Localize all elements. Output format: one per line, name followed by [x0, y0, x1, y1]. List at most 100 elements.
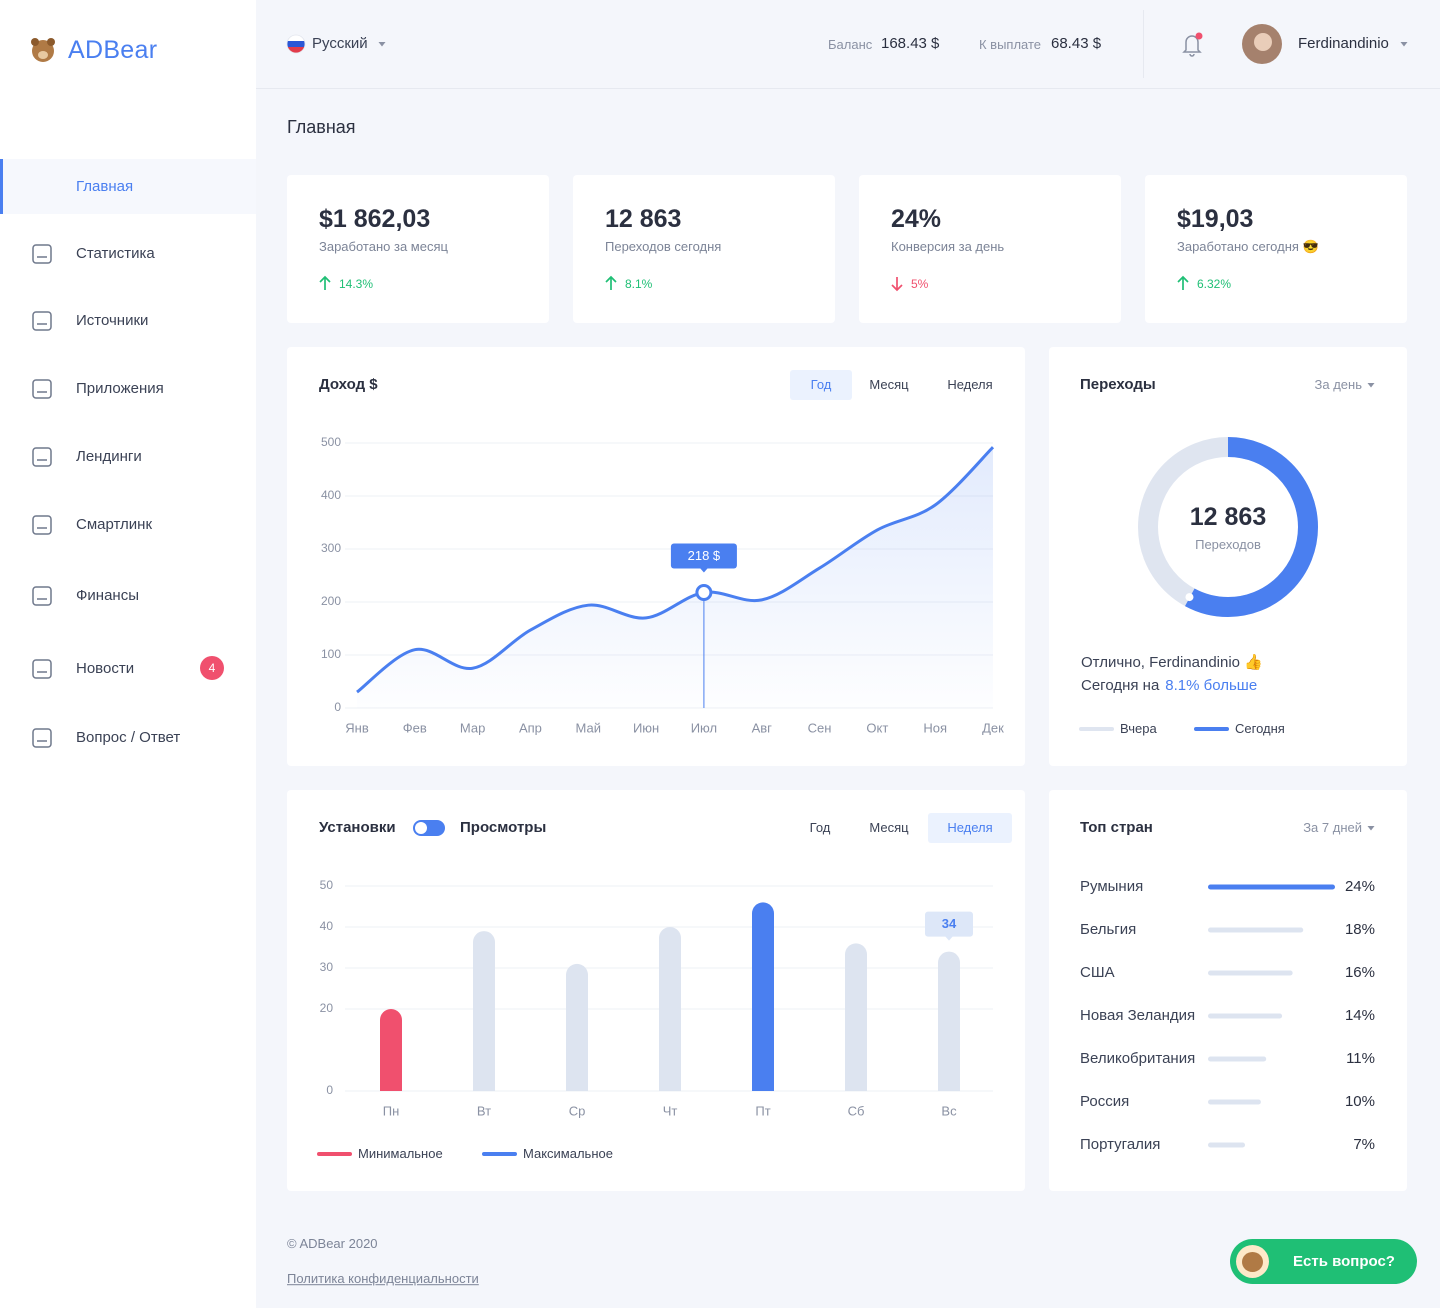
bell-dot [1195, 32, 1203, 40]
stat-label: Переходов сегодня [605, 239, 722, 255]
installs-card [287, 790, 1025, 1191]
tab[interactable]: Неделя [947, 377, 993, 393]
message: Отлично, Ferdinandinio 👍 [1081, 654, 1263, 671]
stat-value: $1 862,03 [319, 205, 431, 233]
balance-label: Баланс [828, 37, 873, 53]
filter[interactable]: За день [1314, 377, 1362, 393]
x-tick-label: Сб [848, 1103, 865, 1118]
stat-label: Конверсия за день [891, 239, 1005, 255]
tab[interactable]: Год [809, 820, 831, 836]
language[interactable]: Русский [312, 35, 368, 52]
user-name[interactable]: Ferdinandinio [1298, 35, 1389, 52]
legend-label: Вчера [1120, 721, 1157, 737]
y-tick-label: 0 [334, 700, 341, 714]
donut-arc [1138, 437, 1318, 617]
country-value: 16% [1344, 964, 1375, 981]
tab[interactable]: Год [810, 377, 832, 393]
country-value: 10% [1344, 1093, 1375, 1110]
countries-card [1049, 790, 1407, 1191]
x-tick-label: Дек [982, 720, 1004, 735]
nav-item[interactable]: Статистика [76, 245, 155, 262]
tab[interactable]: Месяц [869, 377, 909, 393]
tab-active-bg [790, 370, 852, 400]
y-tick-label: 50 [320, 878, 334, 892]
x-tick-label: Май [576, 720, 601, 735]
bar [473, 931, 495, 1091]
x-tick-label: Июл [691, 720, 717, 735]
nav-icon [32, 447, 52, 467]
country-name: Румыния [1080, 878, 1144, 895]
tooltip-pointer [699, 567, 708, 573]
nav-item[interactable]: Источники [76, 312, 149, 329]
country-value: 14% [1344, 1007, 1375, 1024]
x-tick-label: Апр [519, 720, 542, 735]
nav-item[interactable]: Приложения [76, 380, 164, 397]
nav-icon [32, 311, 52, 331]
country-name: Бельгия [1080, 921, 1137, 938]
y-tick-label: 20 [320, 1001, 334, 1015]
tooltip-box [925, 911, 973, 937]
stat-value: 24% [891, 205, 942, 233]
privacy-link[interactable]: Политика конфиденциальности [287, 1271, 479, 1287]
nav-icon [32, 244, 52, 264]
trend-arrow-head [1177, 275, 1189, 283]
legend-label: Минимальное [358, 1146, 443, 1162]
nav-item[interactable]: Финансы [76, 587, 139, 604]
payout-label: К выплате [979, 37, 1042, 53]
nav-item[interactable]: Новости [76, 660, 135, 677]
sidebar [0, 0, 256, 1308]
country-bar [1208, 1142, 1246, 1148]
x-tick-label: Пт [755, 1103, 770, 1118]
x-tick-label: Авг [752, 720, 773, 735]
tab[interactable]: Неделя [947, 820, 993, 836]
nav-item[interactable]: Лендинги [76, 448, 142, 465]
x-tick-label: Пн [383, 1103, 400, 1118]
flag-red [287, 47, 305, 53]
chart-title: Переходы [1080, 376, 1156, 393]
header-border [256, 88, 1440, 89]
country-name: Португалия [1080, 1136, 1161, 1153]
x-tick-label: Вт [477, 1103, 491, 1118]
bar [659, 927, 681, 1091]
x-tick-label: Фев [403, 720, 427, 735]
nav-item[interactable]: Главная [76, 178, 134, 195]
copyright: © ADBear 2020 [287, 1236, 378, 1252]
legend-label: Максимальное [523, 1146, 613, 1162]
x-tick-label: Вс [941, 1103, 957, 1118]
donut-end-dot [1185, 593, 1194, 602]
stat-card [1145, 175, 1407, 323]
page-title: Главная [287, 117, 356, 138]
country-value: 7% [1353, 1136, 1375, 1153]
chat-label[interactable]: Есть вопрос? [1293, 1253, 1395, 1270]
country-bar [1208, 1013, 1283, 1019]
y-tick-label: 0 [326, 1083, 333, 1097]
flag-white [287, 35, 305, 41]
nav-item[interactable]: Смартлинк [76, 516, 153, 533]
country-name: США [1080, 964, 1115, 981]
y-tick-label: 400 [321, 488, 341, 502]
logo: ADBear [68, 36, 158, 64]
payout-value: 68.43 $ [1051, 35, 1102, 52]
x-tick-label: Сен [808, 720, 832, 735]
flag-blue [287, 41, 305, 47]
caret [1367, 826, 1375, 831]
nav-icon [32, 728, 52, 748]
trend-arrow-head [891, 284, 903, 292]
toggle-knob [415, 822, 427, 834]
filter[interactable]: За 7 дней [1303, 820, 1362, 836]
nav-badge-count: 4 [209, 661, 216, 675]
bell-icon[interactable] [1182, 35, 1202, 57]
country-value: 18% [1344, 921, 1375, 938]
tab[interactable]: Месяц [869, 820, 909, 836]
bar [566, 963, 588, 1091]
tooltip-pointer [945, 936, 953, 941]
caret [1367, 383, 1375, 388]
toggle-left: Установки [319, 819, 396, 836]
x-tick-label: Июн [633, 720, 659, 735]
chat-avatar [1236, 1245, 1269, 1278]
chart-title: Доход $ [319, 376, 378, 393]
caret [1400, 42, 1408, 47]
country-name: Великобритания [1080, 1050, 1196, 1067]
nav-icon [32, 379, 52, 399]
nav-item[interactable]: Вопрос / Ответ [76, 729, 181, 746]
